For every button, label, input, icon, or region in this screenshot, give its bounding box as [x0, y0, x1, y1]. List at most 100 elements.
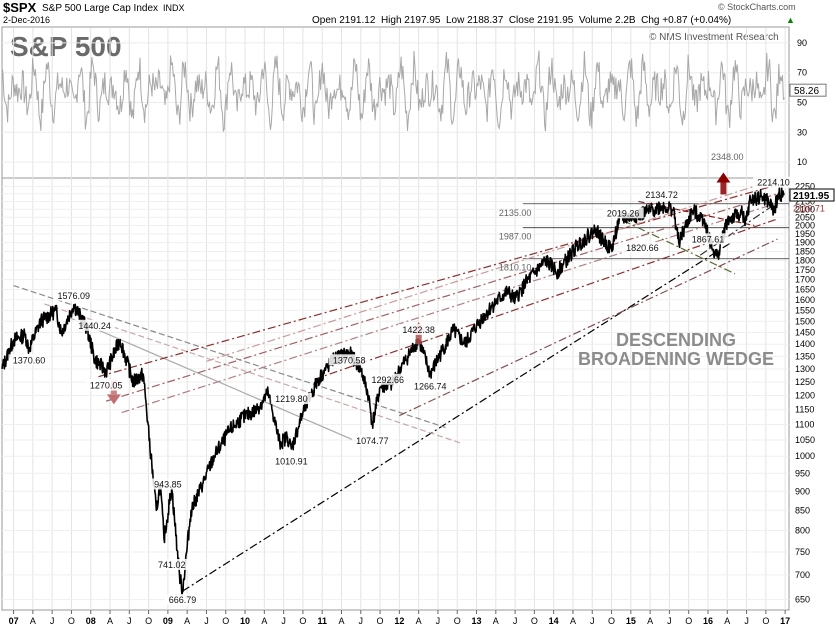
y-tick-label: 1000 [795, 451, 815, 461]
x-tick-label: J [590, 616, 595, 626]
quote-line: Open 2191.12 High 2197.95 Low 2188.37 Cl… [312, 15, 731, 26]
price-series [1, 186, 785, 596]
y-tick-label: 1550 [795, 305, 815, 315]
value-label: 2135.00 [499, 208, 532, 218]
indicator-y-axis: 10 30 50 70 90 58.26 [789, 38, 827, 167]
x-tick-label: O [531, 616, 538, 626]
trend-line [105, 193, 778, 402]
up-arrow-shaft [415, 332, 422, 345]
value-label: 1074.77 [356, 436, 389, 446]
y-tick-label: 1450 [795, 328, 815, 338]
x-tick-label: 10 [240, 616, 250, 626]
indicator-line [1, 50, 785, 133]
value-label: 1576.09 [57, 291, 90, 301]
wedge-annotation-line2: BROADENING WEDGE [578, 349, 774, 369]
value-label: 1292.66 [372, 375, 405, 385]
y-tick-label: 1600 [795, 295, 815, 305]
x-tick-label: O [145, 616, 152, 626]
y-tick-label: 1750 [795, 265, 815, 275]
x-tick-label: A [261, 616, 267, 626]
value-label: 1270.05 [90, 381, 123, 391]
x-tick-label: O [68, 616, 75, 626]
x-tick-label: 15 [626, 616, 636, 626]
value-label: 1266.74 [414, 382, 447, 392]
x-tick-label: 08 [86, 616, 96, 626]
x-tick-label: J [436, 616, 441, 626]
y-tick-label: 1300 [795, 364, 815, 374]
value-label: 1370.58 [333, 355, 366, 365]
x-tick-label: O [299, 616, 306, 626]
y-tick-label: 1350 [795, 351, 815, 361]
x-tick-label: 09 [163, 616, 173, 626]
x-tick-label: 12 [394, 616, 404, 626]
y-tick-label: 1400 [795, 339, 815, 349]
quote-up-arrow: ▲ [786, 15, 795, 25]
value-label-bg [53, 289, 95, 301]
y-tick-label: 1850 [795, 246, 815, 256]
stockcharts-watermark: © StockCharts.com [718, 2, 796, 12]
chart-exchange: INDX [163, 3, 185, 13]
x-tick-label: O [222, 616, 229, 626]
copyright-label: © NMS Investment Research [649, 32, 779, 43]
chart-symbol: $SPX [3, 0, 37, 15]
x-gridlines [2, 28, 789, 610]
value-label-bg [149, 478, 186, 490]
y-tick-label: 1700 [795, 275, 815, 285]
value-label-bg [270, 455, 312, 467]
y-tick-label: 1100 [795, 419, 814, 429]
trend-line [13, 284, 446, 429]
x-tick-label: J [667, 616, 672, 626]
y-tick-label: 650 [795, 595, 810, 605]
x-tick-label: A [184, 616, 190, 626]
y-tick-label: 2100 [795, 204, 815, 214]
trend-line [399, 238, 778, 417]
value-label: 2134.72 [645, 190, 678, 200]
trend-lines [13, 178, 782, 592]
x-tick-label: J [204, 616, 209, 626]
value-label-bg [621, 241, 663, 253]
indicator-last-box [789, 83, 827, 97]
y-tick-label: 1250 [795, 377, 815, 387]
last-price-box [789, 188, 835, 202]
trend-line [622, 220, 736, 275]
wedge-annotation-line1: DESCENDING [616, 330, 736, 350]
x-tick-label: J [127, 616, 132, 626]
value-label-bg [753, 176, 795, 188]
value-label-bg [164, 594, 201, 606]
x-tick-label: A [338, 616, 344, 626]
x-tick-label: A [724, 616, 730, 626]
indicator-tick-label: 70 [797, 68, 807, 78]
x-tick-label: O [608, 616, 615, 626]
indicator-panel [1, 42, 789, 163]
big-title: S&P 500 [10, 31, 122, 62]
trend-line [182, 242, 732, 592]
value-label-bg [8, 354, 50, 366]
last-price-label: 2191.95 [793, 191, 830, 202]
x-tick-label: A [416, 616, 422, 626]
value-label-bg [641, 188, 683, 200]
indicator-tick-label: 10 [797, 157, 807, 167]
indicator-tick-label: 90 [797, 38, 807, 48]
indicator-last-label: 58.26 [794, 86, 819, 97]
y-tick-label: 900 [795, 486, 810, 496]
x-tick-label: A [570, 616, 576, 626]
indicator-tick-label: 50 [797, 98, 807, 108]
y-tick-label: 2050 [795, 212, 815, 222]
down-arrow-head [106, 394, 121, 405]
chart-frame [1, 26, 790, 611]
value-label: 2348.00 [711, 152, 744, 162]
value-label: 1820.66 [626, 243, 659, 253]
value-label: 741.02 [158, 560, 186, 570]
x-tick-label: A [30, 616, 36, 626]
value-label-bg [398, 323, 440, 335]
value-label-bg [74, 319, 116, 331]
x-tick-label: J [281, 616, 286, 626]
value-label: 1219.80 [275, 394, 308, 404]
price-labels: 1576.09 1440.24 1370.60 1270.05 943.85 741.02… [8, 152, 795, 606]
x-tick-label: J [359, 616, 364, 626]
y-tick-label: 800 [795, 525, 810, 535]
x-tick-label: 16 [703, 616, 713, 626]
value-label: 1440.24 [78, 321, 111, 331]
x-tick-label: O [685, 616, 692, 626]
